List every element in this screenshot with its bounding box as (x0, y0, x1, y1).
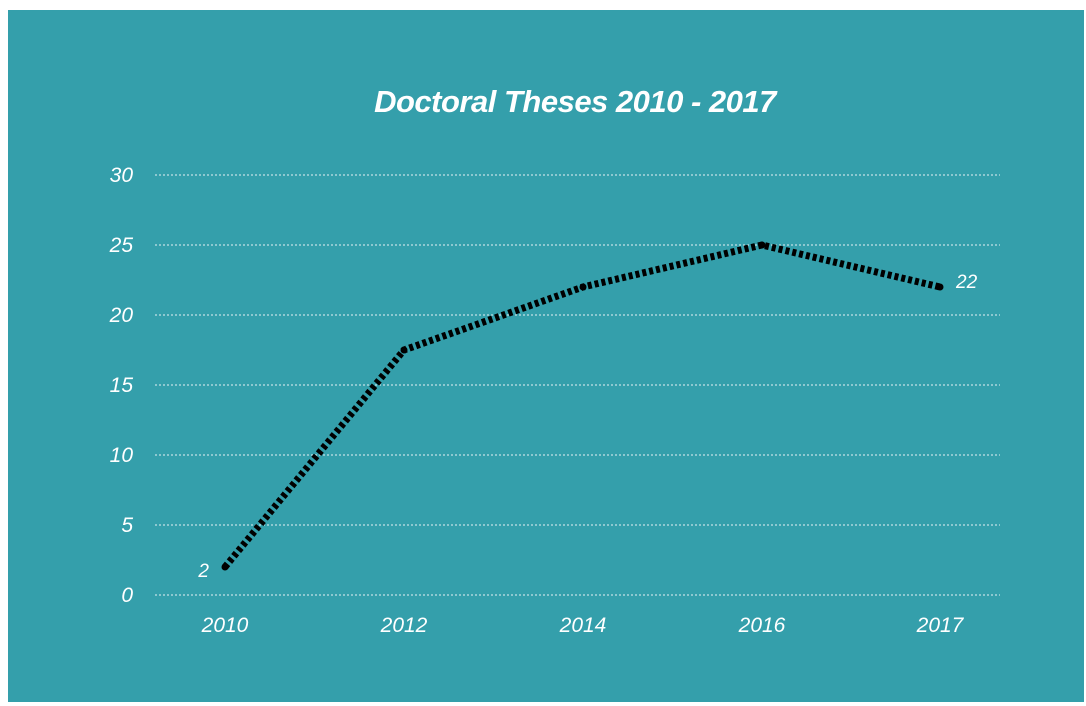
series-line (222, 241, 941, 570)
y-tick-label-25: 25 (109, 234, 134, 257)
data-label-2010: 2 (197, 561, 209, 582)
y-tick-label-30: 30 (110, 164, 134, 187)
y-tick-label-0: 0 (121, 584, 133, 607)
data-point-2016 (758, 241, 766, 249)
data-point-2010 (221, 563, 229, 571)
chart-title: Doctoral Theses 2010 - 2017 (374, 84, 776, 119)
x-tick-label-2010: 2010 (201, 614, 249, 637)
x-tick-label-2017: 2017 (916, 614, 965, 637)
x-tick-label-2016: 2016 (738, 614, 786, 637)
data-point-2017 (936, 283, 944, 291)
data-point-2012 (400, 346, 408, 354)
y-tick-label-10: 10 (110, 444, 134, 467)
data-label-2017: 22 (955, 272, 978, 293)
chart-card (8, 10, 1084, 702)
y-tick-label-15: 15 (110, 374, 134, 397)
y-tick-label-20: 20 (109, 304, 134, 327)
data-point-2014 (579, 283, 587, 291)
y-tick-label-5: 5 (121, 514, 133, 537)
x-tick-label-2012: 2012 (380, 614, 428, 637)
x-tick-label-2014: 2014 (559, 614, 607, 637)
